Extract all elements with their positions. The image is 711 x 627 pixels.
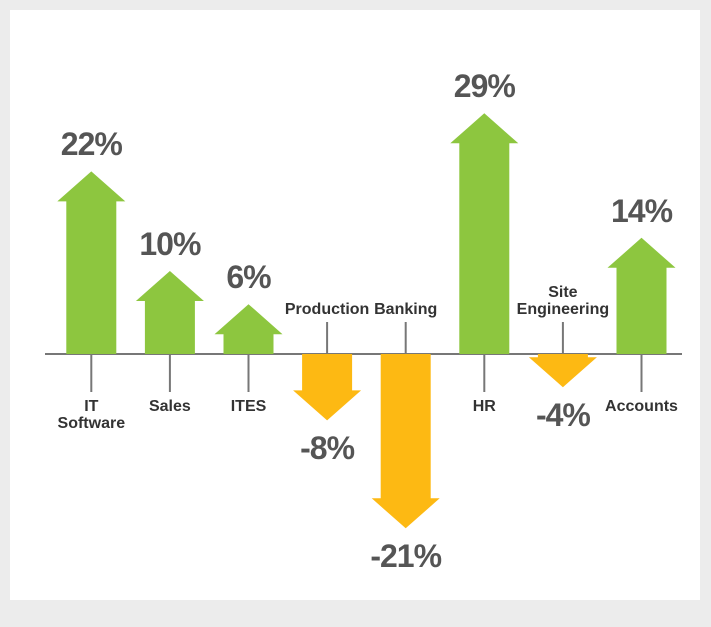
value-label: -21% [370,538,442,575]
category-label: Accounts [605,398,678,415]
arrow-bar [450,113,519,354]
arrow-bar [57,171,126,354]
arrow-bar [607,237,676,354]
value-label: 6% [226,259,271,296]
value-label: 22% [60,126,123,163]
arrow-bar [528,354,597,388]
value-label: 10% [139,226,201,262]
category-label: HR [472,398,496,415]
category-label: Sales [148,398,191,415]
value-label: -8% [300,430,355,467]
category-label: Site Engineering [516,284,610,318]
category-label: IT Software [57,398,126,432]
value-label: 14% [610,192,673,229]
arrow-bar [293,354,362,421]
category-label: ITES [230,398,267,415]
value-label: 29% [453,68,516,105]
arrow-bar [135,271,204,354]
value-label: -4% [535,397,591,434]
category-label: Banking [374,301,438,318]
frame [10,10,700,600]
arrow-bar [214,304,283,354]
arrow-bar [371,354,440,529]
category-label: Production [284,301,370,318]
